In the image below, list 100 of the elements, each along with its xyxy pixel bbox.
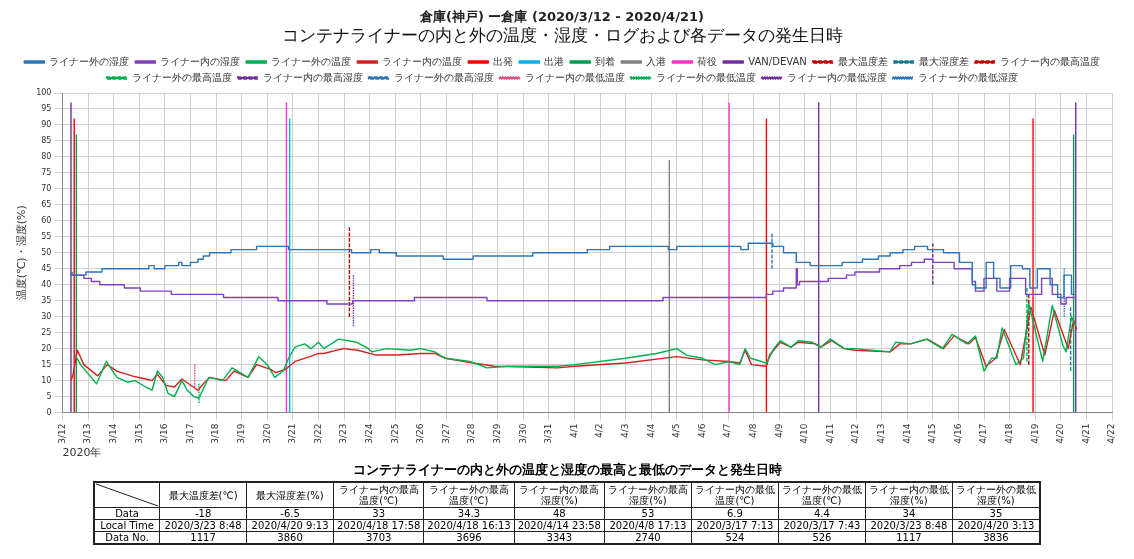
x-tick-label: 4/1 [568, 423, 579, 439]
x-tick-label: 3/29 [491, 423, 502, 444]
x-tick-label: 3/14 [108, 423, 119, 444]
x-tick-label: 3/22 [312, 423, 323, 444]
y-tick-label: 25 [41, 327, 52, 337]
x-tick-label: 4/7 [722, 423, 733, 439]
x-tick-label: 3/13 [82, 423, 93, 444]
text: 2020/3/17 7:43 [783, 520, 861, 531]
x-tick-label: 4/3 [619, 423, 630, 439]
text: 2020/4/18 16:13 [427, 520, 511, 531]
x-tick-label: 3/17 [184, 423, 195, 444]
y-tick-label: 15 [41, 359, 52, 369]
y-tick-label: 10 [41, 375, 52, 385]
y-tick-label: 90 [41, 120, 52, 130]
x-tick-label: 4/13 [875, 423, 886, 444]
x-tick-label: 4/18 [1003, 423, 1014, 444]
legend-label: ライナー外の最高温度 [131, 71, 232, 83]
x-tick-label: 4/4 [645, 423, 656, 439]
category-label: 最大温度差(℃) [159, 482, 247, 508]
text: -18 [194, 508, 212, 519]
y-tick-label: 75 [41, 167, 52, 177]
text: 48 [552, 508, 566, 519]
legend-label: ライナー内の最高湿度 [262, 71, 363, 83]
x-tick-label: 4/14 [901, 423, 912, 444]
text: 1117 [190, 532, 216, 543]
category-label: ライナー外の最低湿度(%) [952, 482, 1040, 508]
x-tick-label: 4/22 [1106, 423, 1117, 444]
x-tick-label: 4/11 [824, 423, 835, 444]
x-axis-title: 2020年 [62, 446, 102, 460]
x-tick-label: 4/21 [1080, 423, 1091, 444]
x-tick-label: 4/10 [799, 423, 810, 444]
legend-label: ライナー内の湿度 [160, 55, 241, 67]
text: 3703 [365, 532, 392, 543]
text: 2740 [635, 532, 661, 543]
x-tick-label: 4/5 [671, 423, 682, 439]
legend-label: ライナー外の最低湿度 [917, 71, 1018, 83]
text: 3836 [983, 532, 1009, 543]
text: 53 [641, 508, 655, 519]
x-tick-label: 4/20 [1055, 423, 1066, 444]
text: 2020/3/23 8:48 [870, 520, 948, 531]
text: 524 [725, 532, 745, 543]
y-tick-label: 0 [46, 407, 52, 417]
legend-label: ライナー外の温度 [271, 55, 352, 67]
x-tick-label: 4/12 [850, 423, 861, 444]
category-label: ライナー内の最高湿度(%) [514, 482, 605, 508]
chart-title: 倉庫(神戸) ー倉庫 (2020/3/12 - 2020/4/21) [419, 9, 704, 25]
category-label: Data No. [105, 532, 149, 543]
text: 34 [902, 508, 916, 519]
x-tick-label: 3/27 [440, 423, 451, 444]
text: -6.5 [280, 508, 300, 519]
text: 2020/4/20 9:13 [251, 520, 329, 531]
y-tick-label: 50 [41, 247, 52, 257]
text: 2020/4/20 3:13 [957, 520, 1035, 531]
legend-label: 到着 [595, 55, 616, 67]
y-tick-label: 70 [41, 183, 52, 193]
x-tick-label: 4/19 [1029, 423, 1040, 444]
text: 1117 [896, 532, 922, 543]
legend-label: 入港 [646, 55, 667, 67]
x-tick-label: 3/20 [261, 423, 272, 444]
x-tick-label: 4/6 [696, 423, 707, 439]
x-tick-label: 3/21 [287, 423, 298, 444]
y-tick-label: 85 [41, 136, 52, 146]
y-tick-label: 30 [41, 311, 52, 321]
x-tick-label: 3/25 [389, 423, 400, 444]
text: 3343 [546, 532, 572, 543]
y-tick-label: 35 [41, 295, 52, 305]
x-tick-label: 3/30 [517, 423, 528, 444]
x-tick-label: 3/28 [466, 423, 477, 444]
category-label: ライナー内の最低温度(℃) [691, 482, 779, 508]
y-axis-title: 温度(℃)・湿度(%) [15, 205, 29, 301]
text: 34.3 [457, 508, 481, 519]
legend-label: 出発 [493, 55, 514, 67]
category-label: Data [115, 508, 140, 519]
chart-subtitle: コンテナライナーの内と外の温度・湿度・ログおよび各データの発生日時 [281, 25, 843, 46]
y-tick-label: 95 [41, 104, 52, 114]
y-tick-label: 80 [41, 152, 52, 161]
text: 33 [372, 508, 386, 519]
y-tick-label: 20 [41, 343, 52, 353]
legend-label: 出港 [544, 55, 565, 67]
text: 2020/4/14 23:58 [517, 520, 601, 531]
x-tick-label: 3/18 [210, 423, 221, 444]
y-tick-label: 65 [41, 199, 52, 209]
y-tick-label: 60 [41, 215, 52, 225]
category-label: ライナー内の最低湿度(%) [865, 482, 953, 508]
text: 6.9 [726, 508, 743, 519]
x-tick-label: 4/17 [978, 423, 989, 444]
text: 3860 [277, 532, 303, 543]
text: 2020/3/17 7:13 [696, 520, 774, 531]
y-tick-label: 55 [41, 231, 52, 241]
y-tick-label: 40 [41, 279, 52, 289]
legend-label: ライナー内の温度 [382, 55, 463, 67]
legend-label: ライナー内の最高温度 [999, 55, 1100, 67]
x-tick-label: 4/15 [927, 423, 938, 444]
text: 3696 [456, 532, 482, 543]
category-label: ライナー外の最高湿度(%) [604, 482, 692, 508]
text: コンテナライナーの内と外の温度と湿度の最高と最低のデータと発生日時 [352, 461, 782, 479]
category-label: 最大湿度差(%) [246, 482, 334, 508]
x-tick-label: 3/15 [133, 423, 144, 444]
legend-label: VAN/DEVAN [748, 55, 807, 67]
category-label: ライナー外の最低温度(℃) [778, 482, 866, 508]
